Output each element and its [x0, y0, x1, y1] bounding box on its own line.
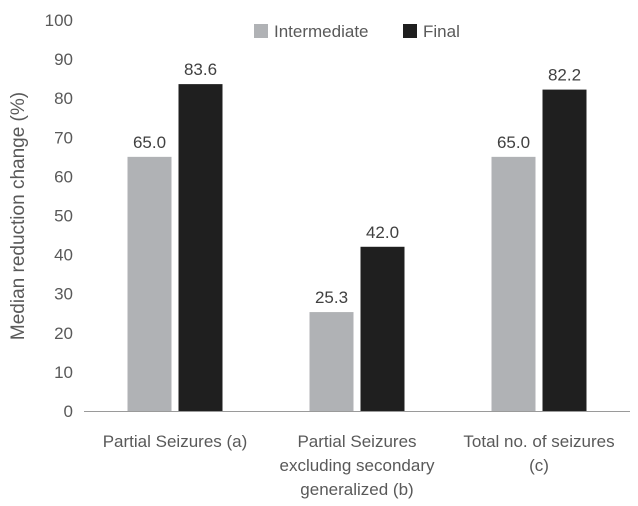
data-label-intermediate-3: 65.0	[497, 133, 530, 152]
y-tick-label: 100	[45, 11, 73, 30]
y-axis-ticks: 0 10 20 30 40 50 60 70 80 90 100	[45, 11, 73, 421]
bar-intermediate-1	[127, 156, 172, 411]
y-axis-title: Median reduction change (%)	[8, 92, 29, 340]
y-tick-label: 10	[54, 363, 73, 382]
data-label-final-3: 82.2	[548, 66, 581, 85]
bar-intermediate-2	[309, 312, 354, 411]
data-label-intermediate-2: 25.3	[315, 288, 348, 307]
legend-swatch-intermediate	[254, 24, 268, 38]
y-tick-label: 30	[54, 285, 73, 304]
legend-label-final: Final	[423, 22, 460, 41]
bar-final-3	[542, 89, 587, 412]
category-label-line: Partial Seizures (a)	[103, 432, 248, 451]
bar-intermediate-3	[491, 156, 536, 411]
bars	[127, 84, 587, 412]
bar-final-1	[178, 84, 223, 412]
category-labels: Partial Seizures (a) Partial Seizures excl…	[103, 432, 615, 499]
legend-swatch-final	[403, 24, 417, 38]
y-tick-label: 20	[54, 324, 73, 343]
category-label-2: Partial Seizures excluding secondary gener…	[280, 432, 435, 499]
data-label-final-2: 42.0	[366, 223, 399, 242]
data-label-final-1: 83.6	[184, 60, 217, 79]
data-label-intermediate-1: 65.0	[133, 133, 166, 152]
category-label-line: (c)	[529, 456, 549, 475]
data-labels: 65.0 83.6 25.3 42.0 65.0 82.2	[133, 60, 581, 307]
legend: Intermediate Final	[254, 22, 460, 41]
y-tick-label: 60	[54, 167, 73, 186]
category-label-line: Total no. of seizures	[463, 432, 614, 451]
y-tick-label: 40	[54, 246, 73, 265]
category-label-line: excluding secondary	[280, 456, 435, 475]
category-label-3: Total no. of seizures (c)	[463, 432, 614, 475]
y-tick-label: 90	[54, 50, 73, 69]
legend-label-intermediate: Intermediate	[274, 22, 369, 41]
y-tick-label: 80	[54, 89, 73, 108]
category-label-1: Partial Seizures (a)	[103, 432, 248, 451]
category-label-line: Partial Seizures	[297, 432, 416, 451]
y-tick-label: 50	[54, 207, 73, 226]
y-tick-label: 0	[64, 402, 73, 421]
category-label-line: generalized (b)	[300, 480, 413, 499]
bar-final-2	[360, 246, 405, 411]
y-tick-label: 70	[54, 128, 73, 147]
